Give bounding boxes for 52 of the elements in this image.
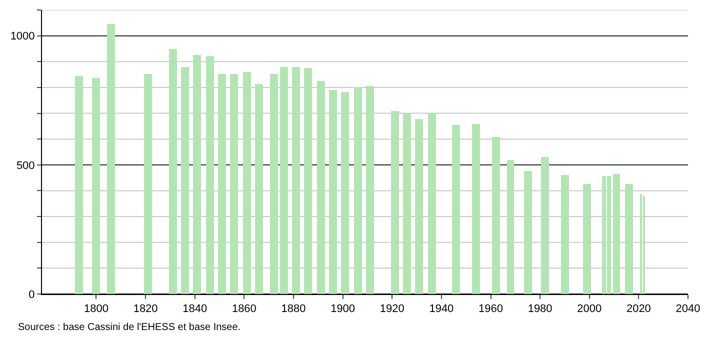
bar bbox=[181, 67, 189, 294]
bar bbox=[193, 55, 201, 294]
y-tick-label: 1000 bbox=[10, 30, 35, 43]
x-tick-label: 1940 bbox=[429, 303, 454, 316]
bar bbox=[206, 56, 214, 294]
bar bbox=[452, 125, 460, 294]
x-tick-label: 1920 bbox=[380, 303, 404, 316]
bar bbox=[317, 81, 325, 294]
source-note: Sources : base Cassini de l'EHESS et base Insee. bbox=[18, 322, 241, 333]
bar bbox=[218, 74, 226, 294]
x-tick-label: 1860 bbox=[232, 303, 256, 316]
bar bbox=[428, 113, 436, 294]
y-tick-label: 0 bbox=[28, 288, 35, 301]
bar bbox=[354, 87, 362, 294]
bar bbox=[329, 90, 337, 294]
bar bbox=[107, 24, 115, 294]
bar bbox=[255, 84, 263, 294]
x-tick-label: 1880 bbox=[281, 303, 306, 316]
x-tick-label: 2020 bbox=[626, 303, 651, 316]
bar bbox=[583, 184, 591, 294]
bar bbox=[366, 86, 374, 294]
bar bbox=[541, 157, 549, 294]
bar bbox=[492, 137, 500, 294]
x-tick-label: 1800 bbox=[84, 303, 108, 316]
bar bbox=[92, 78, 100, 294]
x-tick-label: 1820 bbox=[133, 303, 158, 316]
bar bbox=[625, 184, 633, 294]
x-tick-label: 2040 bbox=[676, 303, 700, 316]
bar bbox=[270, 74, 278, 294]
bar bbox=[415, 119, 423, 294]
x-tick-label: 1960 bbox=[478, 303, 503, 316]
bar bbox=[75, 76, 83, 294]
bar bbox=[391, 111, 399, 294]
bar bbox=[230, 74, 238, 294]
bar bbox=[341, 92, 349, 294]
bar bbox=[524, 171, 532, 294]
x-tick-label: 1980 bbox=[528, 303, 552, 316]
y-tick-label: 500 bbox=[16, 160, 35, 172]
bar bbox=[169, 49, 177, 294]
bar bbox=[507, 160, 514, 294]
x-tick-label: 1900 bbox=[330, 303, 356, 316]
bar bbox=[280, 67, 288, 294]
bar bbox=[292, 67, 300, 294]
bar bbox=[472, 124, 480, 294]
bar bbox=[144, 74, 152, 294]
x-tick-label: 2000 bbox=[577, 303, 602, 316]
bar bbox=[561, 175, 569, 294]
bar bbox=[613, 174, 620, 294]
bar bbox=[304, 68, 312, 294]
bar bbox=[403, 113, 411, 294]
bar bbox=[243, 72, 251, 294]
x-tick-label: 1840 bbox=[182, 303, 208, 316]
